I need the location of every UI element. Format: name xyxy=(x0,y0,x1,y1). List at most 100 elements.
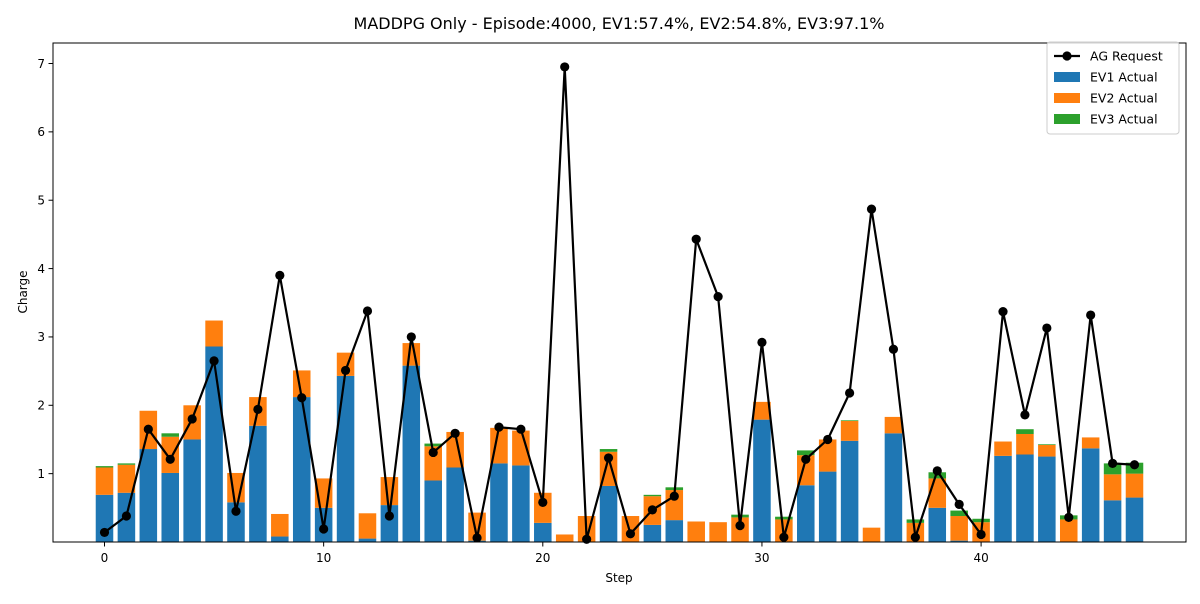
ev2-actual-bar xyxy=(753,401,771,420)
ev2-actual-bar xyxy=(884,416,903,434)
ag-request-point xyxy=(165,454,175,464)
ev1-actual-bar xyxy=(1016,454,1034,542)
ag-request-point xyxy=(406,332,416,342)
plot-area: 0 10 20 30 40 1 2 3 4 5 6 7 xyxy=(37,42,1187,565)
ev3-actual-bar xyxy=(775,516,793,520)
ag-request-point xyxy=(340,365,351,376)
ag-request-point xyxy=(625,529,636,539)
ag-request-point xyxy=(1064,512,1074,522)
ag-request-point xyxy=(757,337,767,347)
ev3-actual-bar xyxy=(599,449,618,452)
ag-request-point xyxy=(187,414,197,424)
ag-request-line xyxy=(103,65,1135,541)
x-axis-label: Step xyxy=(605,571,632,585)
ev3-actual-bar xyxy=(1016,429,1034,434)
ag-request-point xyxy=(494,422,504,432)
ev2-actual-bar xyxy=(687,521,705,542)
ev1-actual-bar xyxy=(643,524,662,542)
ev1-actual-bar xyxy=(950,540,968,542)
ag-request-point xyxy=(669,491,679,501)
ev2-actual-bar xyxy=(1081,437,1100,449)
ev1-actual-bar xyxy=(599,485,618,542)
ev2-actual-bar xyxy=(424,446,442,481)
ev2-actual-bar xyxy=(534,492,552,523)
ev1-actual-bar xyxy=(424,480,442,542)
ev1-actual-bar xyxy=(446,467,464,542)
ev2-actual-bar xyxy=(380,477,399,506)
ev1-actual-bar xyxy=(336,375,355,542)
ag-request-point xyxy=(538,497,548,507)
ag-request-point xyxy=(866,204,877,214)
ag-request-point xyxy=(1042,323,1052,333)
ag-request-point xyxy=(998,307,1008,317)
ev1-actual-bar xyxy=(490,463,508,542)
ag-request-point xyxy=(253,404,263,414)
y-tick-label: 2 xyxy=(37,399,45,413)
ev3-actual-bar xyxy=(161,433,180,437)
ev3-actual-bar xyxy=(950,510,968,517)
ag-request-point xyxy=(428,447,438,458)
legend-marker-dot-ag-request xyxy=(1062,51,1072,61)
ag-request-point xyxy=(99,527,110,538)
ag-request-point xyxy=(362,306,373,316)
x-tick-label: 0 xyxy=(101,551,109,565)
ev1-actual-bar xyxy=(1103,500,1122,542)
ev2-actual-bar xyxy=(117,464,136,493)
ev1-actual-bar xyxy=(665,520,684,542)
legend-label-ev1-actual: EV1 Actual xyxy=(1090,70,1158,85)
ev1-actual-bar xyxy=(1081,448,1100,542)
ev3-actual-bar xyxy=(1038,444,1056,445)
legend-label-ag-request: AG Request xyxy=(1090,49,1163,64)
y-tick-label: 1 xyxy=(37,467,45,481)
ag-request-point xyxy=(845,388,855,398)
ev2-actual-bar xyxy=(950,516,968,541)
y-tick-label: 5 xyxy=(37,194,45,208)
ag-request-point xyxy=(1086,310,1096,320)
ev1-actual-bar xyxy=(928,507,947,542)
ev3-actual-bar xyxy=(643,494,662,497)
ag-request-point xyxy=(275,270,285,281)
x-tick-label: 10 xyxy=(316,551,331,565)
ev1-actual-bar xyxy=(818,471,837,542)
ag-request-point xyxy=(888,344,899,354)
x-tick-label: 40 xyxy=(973,551,988,565)
ag-request-point xyxy=(801,454,811,464)
x-tick-label: 30 xyxy=(754,551,769,565)
ev2-actual-bar xyxy=(555,534,574,542)
ev2-actual-bar xyxy=(928,478,947,508)
ev2-actual-bar xyxy=(1016,434,1034,455)
ev2-actual-bar xyxy=(1038,444,1056,457)
ev3-actual-bar xyxy=(906,519,925,523)
axes-frame xyxy=(52,42,1187,543)
ev1-actual-bar xyxy=(249,425,267,542)
ag-request-point xyxy=(143,424,153,434)
y-axis-label: Charge xyxy=(16,270,30,313)
ev3-actual-bar xyxy=(1103,463,1122,475)
ev2-actual-bar xyxy=(709,522,727,542)
ev2-actual-bar xyxy=(271,513,289,537)
ev3-actual-bar xyxy=(972,518,990,523)
legend-marker-ev3-actual xyxy=(1054,114,1080,124)
legend: AG Request EV1 Actual EV2 Actual EV3 Actual xyxy=(1046,41,1180,135)
ev2-actual-bar xyxy=(862,527,881,542)
ev1-actual-bar xyxy=(753,419,771,542)
ag-request-point xyxy=(384,511,394,521)
ag-request-point xyxy=(319,524,329,534)
ag-request-point xyxy=(976,529,986,540)
ag-request-point xyxy=(910,532,920,542)
y-tick-label: 3 xyxy=(37,330,45,344)
ag-request-point xyxy=(450,428,460,438)
ag-request-point xyxy=(779,532,789,542)
ev2-actual-bar xyxy=(205,320,223,347)
ev1-actual-bar xyxy=(380,505,399,542)
ag-request-point xyxy=(954,499,964,509)
ag-request-point xyxy=(472,533,482,543)
ev2-actual-bar xyxy=(402,343,421,366)
ev1-actual-bar xyxy=(994,455,1012,542)
ag-request-point xyxy=(932,466,942,476)
ev1-actual-bar xyxy=(183,439,201,542)
ev1-actual-bar xyxy=(797,485,815,542)
ev2-actual-bar xyxy=(95,467,114,495)
ev1-actual-bar xyxy=(292,397,311,542)
